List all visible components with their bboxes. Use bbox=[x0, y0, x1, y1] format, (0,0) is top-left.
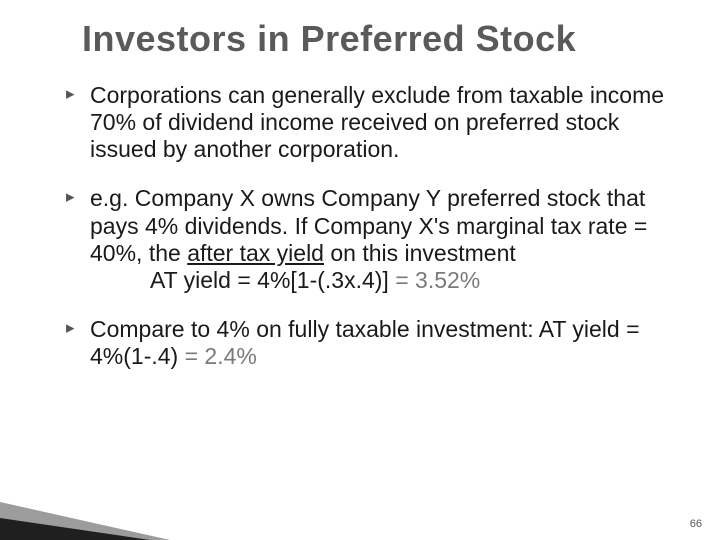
bullet-item: e.g. Company X owns Company Y preferred … bbox=[60, 185, 672, 294]
underlined-term: after tax yield bbox=[187, 240, 324, 266]
bullet-item: Corporations can generally exclude from … bbox=[60, 82, 672, 163]
decorative-wedge bbox=[0, 460, 200, 540]
bullet-text: Corporations can generally exclude from … bbox=[90, 82, 664, 162]
bullet-text-post: on this investment bbox=[324, 240, 516, 266]
page-number: 66 bbox=[690, 518, 702, 530]
formula-text: AT yield = 4%[1-(.3x.4)] bbox=[150, 267, 395, 293]
slide-title: Investors in Preferred Stock bbox=[82, 18, 672, 60]
slide: Investors in Preferred Stock Corporation… bbox=[0, 0, 720, 540]
bullet-list: Corporations can generally exclude from … bbox=[60, 82, 672, 370]
bullet-text-pre: Compare to 4% on fully taxable investmen… bbox=[90, 316, 640, 369]
formula-result: = 2.4% bbox=[185, 343, 257, 369]
formula-result: = 3.52% bbox=[395, 267, 480, 293]
formula-line: AT yield = 4%[1-(.3x.4)] = 3.52% bbox=[90, 267, 672, 294]
bullet-item: Compare to 4% on fully taxable investmen… bbox=[60, 316, 672, 370]
